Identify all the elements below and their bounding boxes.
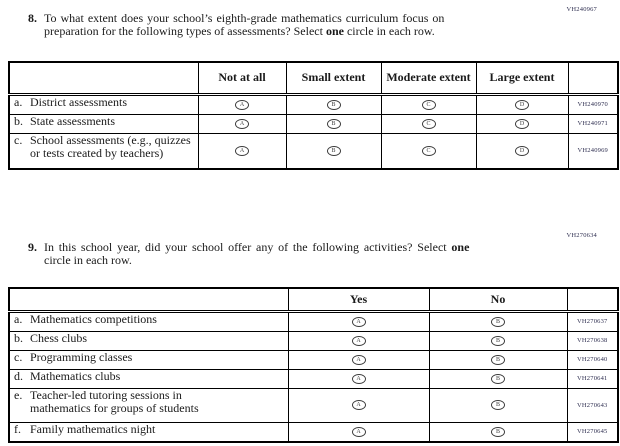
table-row: a. District assessments A B C D VH240970 xyxy=(8,93,619,115)
question-8-number: 8. xyxy=(28,11,37,25)
question-9-bold-one: one xyxy=(451,240,470,254)
table-row: b. State assessments A B C D VH240971 xyxy=(8,113,619,134)
q8-header-moderate-extent: Moderate extent xyxy=(380,61,477,96)
form-code-q9: VH270634 xyxy=(566,232,597,239)
row-letter: c. xyxy=(14,349,23,364)
row-label: School assessments (e.g., quizzes or tes… xyxy=(30,132,191,160)
response-oval-d[interactable]: D xyxy=(515,99,529,110)
response-oval-a[interactable]: A xyxy=(235,146,249,157)
response-oval-yes[interactable]: A xyxy=(351,335,366,346)
response-oval-a[interactable]: A xyxy=(235,118,249,129)
question-9-number: 9. xyxy=(28,240,37,254)
question-9-line1-pre: In this school year, did your school off… xyxy=(44,240,452,254)
q8-header-not-at-all: Not at all xyxy=(197,61,287,96)
row-code: VH240970 xyxy=(567,93,619,115)
row-code: VH270637 xyxy=(566,310,619,332)
row-letter: c. xyxy=(14,132,23,147)
row-code: VH270638 xyxy=(566,330,619,351)
table-row: c. Programming classes A B VH270640 xyxy=(8,349,619,370)
response-oval-c[interactable]: C xyxy=(421,146,436,157)
row-label: Programming classes xyxy=(30,349,133,364)
response-oval-b[interactable]: B xyxy=(326,146,341,157)
q8-header-large-extent: Large extent xyxy=(475,61,569,96)
row-label: Chess clubs xyxy=(30,330,87,345)
q8-header-small-extent: Small extent xyxy=(285,61,382,96)
row-code: VH270645 xyxy=(566,421,619,442)
form-code-q8: VH240967 xyxy=(566,6,597,13)
response-oval-no[interactable]: B xyxy=(491,354,505,365)
q9-response-table: Yes No a. Mathematics competitions A B VH… xyxy=(8,287,619,443)
question-9-text: In this school year, did your school off… xyxy=(44,241,469,267)
row-code: VH270641 xyxy=(566,368,619,389)
question-8-bold-one: one xyxy=(325,24,344,38)
response-oval-b[interactable]: B xyxy=(326,99,341,110)
response-oval-no[interactable]: B xyxy=(491,400,505,411)
q8-header-code-empty xyxy=(567,61,619,96)
table-row: e. Teacher-led tutoring sessions in mathe… xyxy=(8,387,619,423)
response-oval-no[interactable]: B xyxy=(491,316,505,327)
row-code: VH240969 xyxy=(567,132,619,170)
row-label: Mathematics clubs xyxy=(30,368,121,383)
table-row: c. School assessments (e.g., quizzes or t… xyxy=(8,132,619,170)
response-oval-c[interactable]: C xyxy=(421,99,436,110)
row-code: VH270640 xyxy=(566,349,619,370)
row-code: VH270643 xyxy=(566,387,619,423)
q9-header-empty xyxy=(8,287,289,313)
response-oval-yes[interactable]: A xyxy=(351,316,366,327)
table-row: f. Family mathematics night A B VH270645 xyxy=(8,421,619,442)
row-label: Family mathematics night xyxy=(30,421,156,436)
response-oval-yes[interactable]: A xyxy=(351,400,366,411)
row-letter: f. xyxy=(14,421,21,436)
row-letter: d. xyxy=(14,368,23,383)
q9-header-yes: Yes xyxy=(287,287,430,313)
row-code: VH240971 xyxy=(567,113,619,134)
row-label: Teacher-led tutoring sessions in mathema… xyxy=(30,387,199,415)
row-letter: b. xyxy=(14,113,23,128)
question-9-line2: circle in each row. xyxy=(44,253,132,267)
q8-header-empty xyxy=(8,61,199,96)
row-label: Mathematics competitions xyxy=(30,311,157,326)
response-oval-no[interactable]: B xyxy=(491,335,505,346)
question-8-line1: To what extent does your school’s eighth… xyxy=(44,11,445,25)
table-row: a. Mathematics competitions A B VH270637 xyxy=(8,310,619,332)
row-label: District assessments xyxy=(30,94,127,109)
question-8: 8. To what extent does your school’s eig… xyxy=(28,12,548,38)
response-oval-a[interactable]: A xyxy=(235,99,249,110)
row-letter: a. xyxy=(14,311,23,326)
question-8-text: To what extent does your school’s eighth… xyxy=(44,12,444,38)
row-label: State assessments xyxy=(30,113,115,128)
response-oval-yes[interactable]: A xyxy=(351,426,366,437)
question-8-line2-post: circle in each row. xyxy=(343,24,435,38)
question-9-line1: In this school year, did your school off… xyxy=(44,241,469,254)
response-oval-no[interactable]: B xyxy=(491,426,505,437)
response-oval-yes[interactable]: A xyxy=(351,373,366,384)
q9-header-no: No xyxy=(428,287,568,313)
question-9: 9. In this school year, did your school … xyxy=(28,241,558,267)
question-8-line2: preparation for the following types of a… xyxy=(44,25,444,38)
response-oval-c[interactable]: C xyxy=(421,118,436,129)
question-8-line2-pre: preparation for the following types of a… xyxy=(44,24,326,38)
row-letter: e. xyxy=(14,387,23,402)
response-oval-yes[interactable]: A xyxy=(351,354,366,365)
table-row: b. Chess clubs A B VH270638 xyxy=(8,330,619,351)
response-oval-d[interactable]: D xyxy=(515,118,529,129)
response-oval-no[interactable]: B xyxy=(491,373,505,384)
response-oval-b[interactable]: B xyxy=(326,118,341,129)
q8-response-table: Not at all Small extent Moderate extent … xyxy=(8,61,619,170)
table-row: d. Mathematics clubs A B VH270641 xyxy=(8,368,619,389)
response-oval-d[interactable]: D xyxy=(515,146,529,157)
q9-header-code-empty xyxy=(566,287,619,313)
row-letter: a. xyxy=(14,94,23,109)
row-letter: b. xyxy=(14,330,23,345)
